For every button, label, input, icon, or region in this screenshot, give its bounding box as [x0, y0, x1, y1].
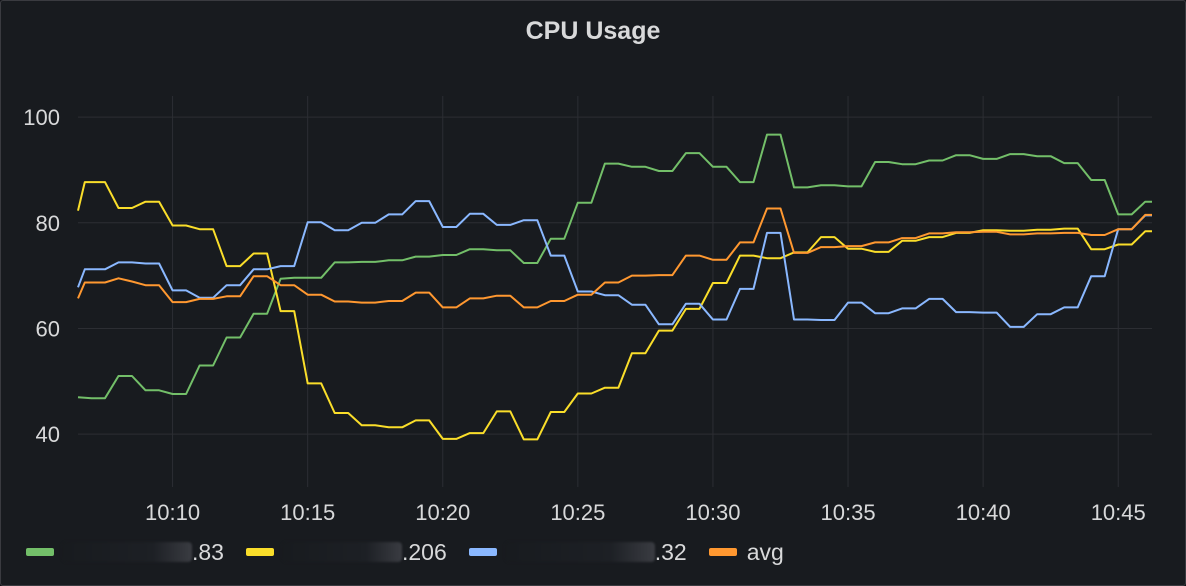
y-tick-label: 80 [36, 211, 60, 236]
x-tick-label: 10:30 [685, 500, 740, 525]
panel-title: CPU Usage [525, 17, 661, 45]
series-line-83[interactable] [77, 133, 1152, 400]
y-tick-label: 40 [36, 422, 60, 447]
x-tick-label: 10:40 [956, 500, 1011, 525]
x-tick-label: 10:35 [821, 500, 876, 525]
legend-item-83[interactable]: .83 [26, 539, 224, 566]
legend-label: .83 [192, 538, 224, 565]
x-tick-label: 10:15 [280, 500, 335, 525]
series-line-32[interactable] [77, 200, 1152, 328]
legend-label: .206 [401, 538, 447, 565]
legend-label: .32 [654, 538, 687, 565]
redacted-host [281, 542, 402, 562]
x-tick-label: 10:10 [145, 500, 200, 525]
legend-item-32[interactable]: .32 [468, 538, 687, 566]
y-tick-label: 100 [23, 105, 60, 130]
legend-swatch [26, 548, 54, 556]
series-line-avg[interactable] [77, 207, 1152, 309]
redacted-host [62, 542, 192, 562]
redacted-host [504, 542, 655, 562]
legend-label: avg [746, 538, 784, 565]
legend-swatch [468, 548, 497, 556]
x-tick-label: 10:20 [415, 500, 470, 525]
legend-swatch [245, 548, 274, 556]
legend-swatch [708, 548, 737, 556]
y-tick-label: 60 [36, 316, 60, 341]
x-tick-label: 10:45 [1091, 500, 1146, 525]
legend-item-206[interactable]: .206 [245, 538, 447, 566]
legend: .83 .206 .32 avg [26, 537, 806, 567]
series-line-206[interactable] [77, 181, 1152, 441]
x-tick-label: 10:25 [550, 500, 605, 525]
legend-item-avg[interactable]: avg [708, 538, 784, 566]
